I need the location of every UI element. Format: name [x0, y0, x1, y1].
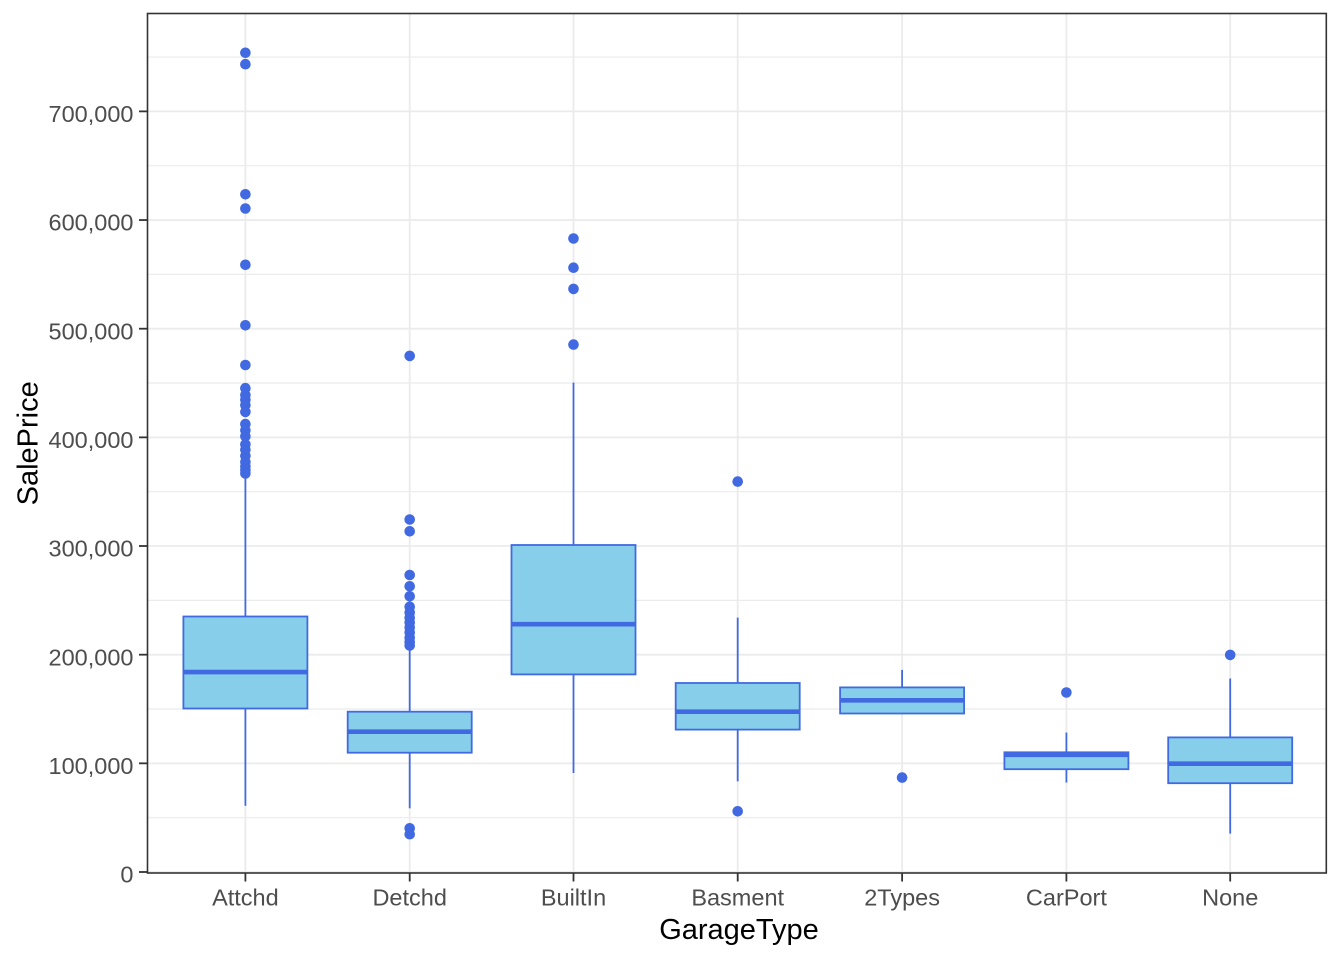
svg-text:2Types: 2Types	[864, 885, 940, 911]
svg-text:BuiltIn: BuiltIn	[541, 885, 606, 911]
svg-text:0: 0	[120, 862, 133, 888]
svg-text:GarageType: GarageType	[659, 914, 819, 946]
svg-text:600,000: 600,000	[49, 210, 134, 236]
svg-text:Detchd: Detchd	[372, 885, 446, 911]
svg-text:200,000: 200,000	[49, 644, 134, 670]
svg-text:100,000: 100,000	[49, 753, 134, 779]
svg-text:None: None	[1202, 885, 1258, 911]
svg-text:500,000: 500,000	[49, 318, 134, 344]
svg-text:400,000: 400,000	[49, 427, 134, 453]
svg-text:Basment: Basment	[691, 885, 784, 911]
svg-text:CarPort: CarPort	[1026, 885, 1107, 911]
svg-text:Attchd: Attchd	[212, 885, 279, 911]
svg-text:SalePrice: SalePrice	[12, 381, 44, 505]
svg-text:300,000: 300,000	[49, 536, 134, 562]
svg-text:700,000: 700,000	[49, 101, 134, 127]
